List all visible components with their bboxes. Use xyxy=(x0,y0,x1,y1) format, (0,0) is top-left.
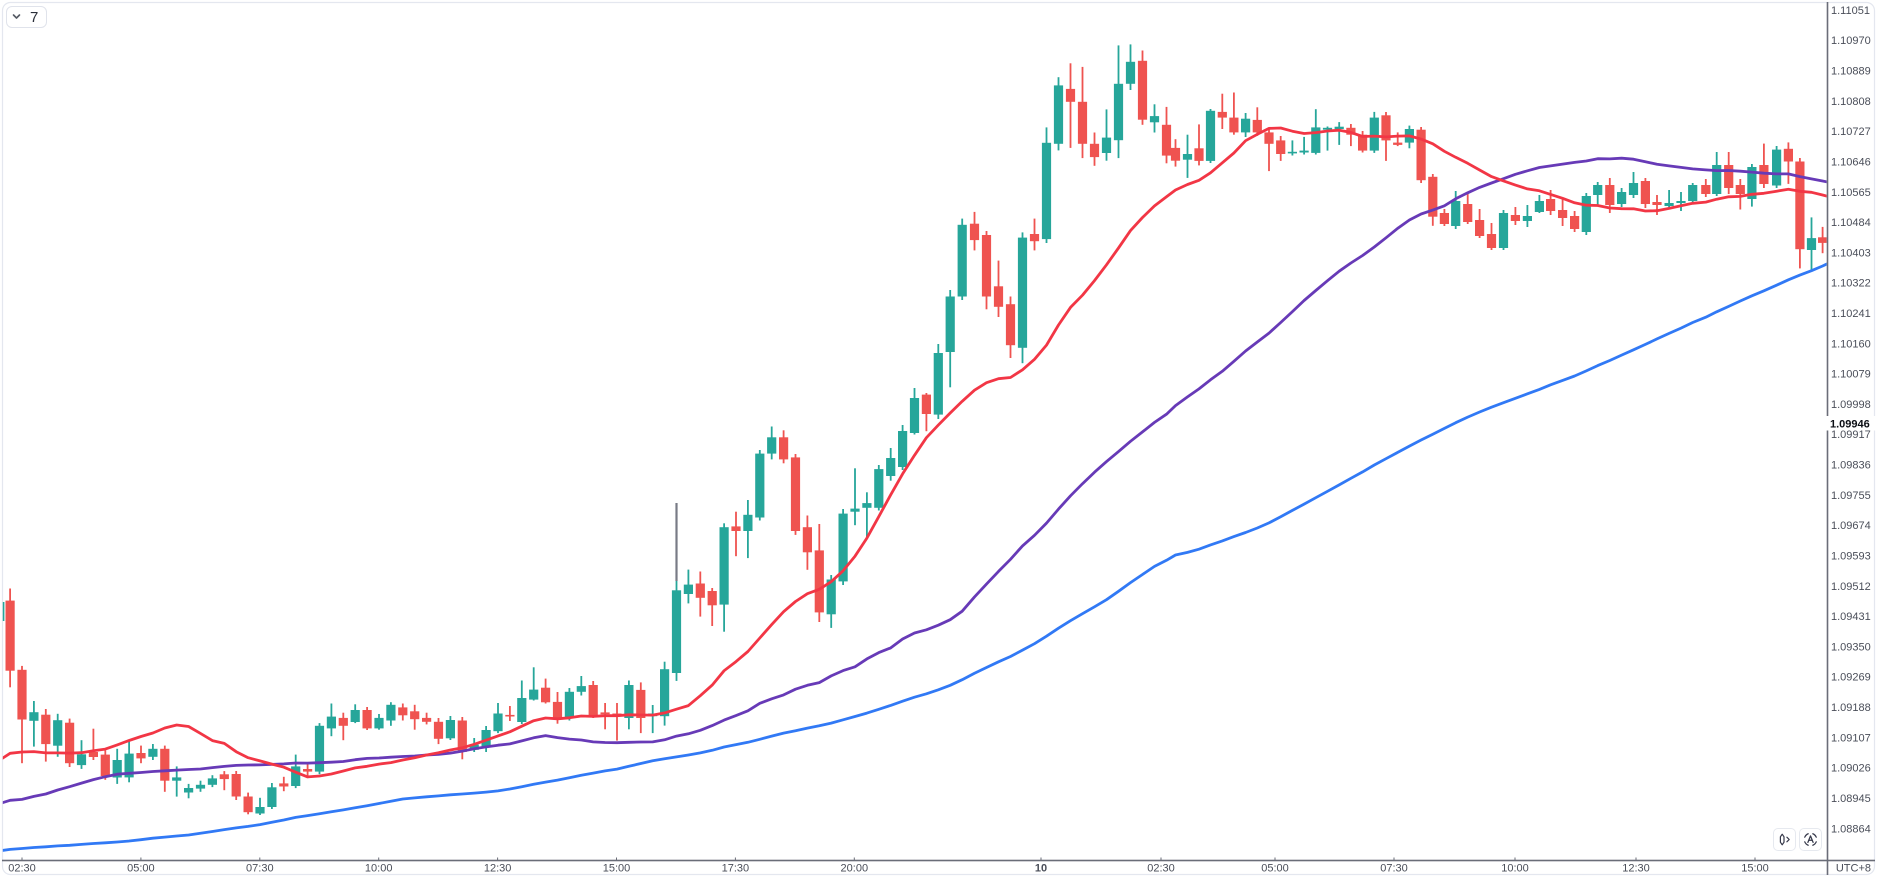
svg-text:1.09026: 1.09026 xyxy=(1831,763,1871,775)
svg-text:1.09431: 1.09431 xyxy=(1831,611,1871,623)
svg-text:1.10646: 1.10646 xyxy=(1831,156,1871,168)
svg-text:10: 10 xyxy=(1035,863,1047,875)
svg-text:1.10160: 1.10160 xyxy=(1831,338,1871,350)
svg-text:07:30: 07:30 xyxy=(246,863,274,875)
svg-text:1.10889: 1.10889 xyxy=(1831,66,1871,78)
svg-text:17:30: 17:30 xyxy=(722,863,750,875)
svg-text:1.10727: 1.10727 xyxy=(1831,126,1871,138)
svg-text:12:30: 12:30 xyxy=(1622,863,1650,875)
svg-text:1.09755: 1.09755 xyxy=(1831,490,1871,502)
svg-text:1.10079: 1.10079 xyxy=(1831,369,1871,381)
svg-text:02:30: 02:30 xyxy=(8,863,36,875)
svg-text:1.09107: 1.09107 xyxy=(1831,732,1871,744)
svg-text:05:00: 05:00 xyxy=(1261,863,1289,875)
svg-text:1.08945: 1.08945 xyxy=(1831,793,1871,805)
svg-text:1.09269: 1.09269 xyxy=(1831,672,1871,684)
svg-text:1.09674: 1.09674 xyxy=(1831,520,1871,532)
svg-text:1.10808: 1.10808 xyxy=(1831,96,1871,108)
svg-text:10:00: 10:00 xyxy=(1501,863,1529,875)
svg-text:UTC+8: UTC+8 xyxy=(1836,863,1871,875)
svg-text:12:30: 12:30 xyxy=(484,863,512,875)
svg-text:1.09188: 1.09188 xyxy=(1831,702,1871,714)
svg-text:10:00: 10:00 xyxy=(365,863,393,875)
svg-text:20:00: 20:00 xyxy=(841,863,869,875)
svg-text:1.09350: 1.09350 xyxy=(1831,641,1871,653)
svg-text:1.09998: 1.09998 xyxy=(1831,399,1871,411)
svg-text:1.10565: 1.10565 xyxy=(1831,187,1871,199)
svg-text:05:00: 05:00 xyxy=(127,863,155,875)
svg-text:1.09593: 1.09593 xyxy=(1831,551,1871,563)
svg-text:1.09946: 1.09946 xyxy=(1830,418,1870,430)
svg-text:1.10970: 1.10970 xyxy=(1831,35,1871,47)
svg-text:15:00: 15:00 xyxy=(603,863,631,875)
svg-text:07:30: 07:30 xyxy=(1380,863,1408,875)
svg-text:1.08864: 1.08864 xyxy=(1831,823,1871,835)
svg-text:1.09512: 1.09512 xyxy=(1831,581,1871,593)
svg-text:7: 7 xyxy=(30,9,38,26)
svg-text:1.09917: 1.09917 xyxy=(1831,429,1871,441)
svg-text:1.10241: 1.10241 xyxy=(1831,308,1871,320)
svg-text:02:30: 02:30 xyxy=(1147,863,1175,875)
svg-text:15:00: 15:00 xyxy=(1741,863,1769,875)
svg-text:1.10403: 1.10403 xyxy=(1831,247,1871,259)
svg-text:1.10322: 1.10322 xyxy=(1831,278,1871,290)
svg-text:1.10484: 1.10484 xyxy=(1831,217,1871,229)
svg-text:1.11051: 1.11051 xyxy=(1831,5,1870,17)
svg-text:1.09836: 1.09836 xyxy=(1831,460,1871,472)
